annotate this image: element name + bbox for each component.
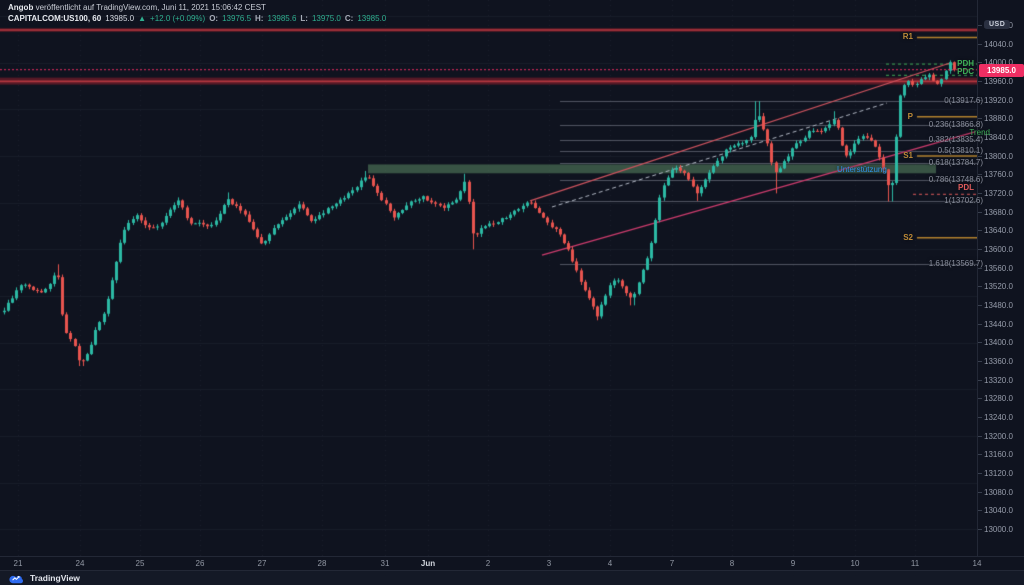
price-tick-label: 13720.0 [978, 188, 1013, 198]
time-tick-label: 8 [729, 559, 735, 568]
change-value: +12.0 (+0.09%) [150, 14, 206, 23]
price-tick-label: 13160.0 [978, 450, 1013, 460]
last-price-axis-label: 13985.0 [979, 63, 1024, 77]
time-tick-label: 3 [546, 559, 552, 568]
tradingview-brand-text[interactable]: TradingView [30, 573, 80, 583]
price-tick-label: 13440.0 [978, 319, 1013, 329]
price-tick-label: 13360.0 [978, 356, 1013, 366]
time-tick-label: 4 [607, 559, 613, 568]
price-tick-label: 13520.0 [978, 282, 1013, 292]
time-tick-label: 28 [317, 559, 327, 568]
price-tick-label: 13920.0 [978, 95, 1013, 105]
chart-legend: Angob veröffentlicht auf TradingView.com… [8, 3, 386, 24]
price-tick-label: 13560.0 [978, 263, 1013, 273]
price-tick-label: 13040.0 [978, 506, 1013, 516]
time-tick-label: 7 [669, 559, 675, 568]
price-tick-label: 13840.0 [978, 132, 1013, 142]
time-tick-label: 21 [13, 559, 23, 568]
price-tick-label: 13200.0 [978, 431, 1013, 441]
symbol-row: CAPITALCOM:US100, 60 13985.0 ▲ +12.0 (+0… [8, 14, 386, 24]
time-tick-label: 31 [380, 559, 390, 568]
open-value: 13976.5 [222, 14, 252, 23]
price-axis[interactable]: USD 13985.0 14080.014040.014000.013960.0… [977, 0, 1024, 556]
time-axis[interactable]: 21 24 25 26 27 28 31 Jun 2 3 4 7 8 9 10 11 14 [0, 556, 1024, 570]
price-tick-label: 13000.0 [978, 524, 1013, 534]
symbol-interval-label[interactable]: CAPITALCOM:US100, 60 [8, 14, 102, 23]
author-name: Angob [8, 3, 34, 12]
price-tick-label: 13760.0 [978, 170, 1013, 180]
time-tick-label: 27 [257, 559, 267, 568]
high-label: H: [255, 14, 264, 23]
open-label: O: [209, 14, 219, 23]
attribution-line: Angob veröffentlicht auf TradingView.com… [8, 3, 386, 13]
time-tick-label: 26 [195, 559, 205, 568]
last-price-value: 13985.0 [105, 14, 135, 23]
price-tick-label: 13280.0 [978, 394, 1013, 404]
time-tick-label: 25 [135, 559, 145, 568]
price-tick-label: 14040.0 [978, 39, 1013, 49]
time-tick-label: 24 [75, 559, 85, 568]
bottom-toolbar: TradingView [0, 570, 1024, 585]
price-tick-label: 13400.0 [978, 338, 1013, 348]
close-value: 13985.0 [357, 14, 387, 23]
low-value: 13975.0 [311, 14, 341, 23]
price-tick-label: 13080.0 [978, 487, 1013, 497]
chart-plot-area[interactable] [0, 0, 977, 556]
price-tick-label: 13880.0 [978, 114, 1013, 124]
tradingview-logo-icon[interactable] [8, 573, 25, 584]
time-tick-label: 14 [972, 559, 982, 568]
chart-canvas [0, 0, 977, 556]
up-arrow-icon: ▲ [138, 14, 147, 23]
price-tick-label: 13640.0 [978, 226, 1013, 236]
price-tick-label: 14000.0 [978, 58, 1013, 68]
attribution-text: veröffentlicht auf TradingView.com, Juni… [35, 3, 266, 12]
price-tick-label: 13960.0 [978, 76, 1013, 86]
time-tick-label: 9 [790, 559, 796, 568]
price-tick-label: 13240.0 [978, 412, 1013, 422]
price-tick-label: 13120.0 [978, 468, 1013, 478]
price-tick-label: 13680.0 [978, 207, 1013, 217]
high-value: 13985.6 [267, 14, 297, 23]
time-tick-label: 2 [485, 559, 491, 568]
close-label: C: [344, 14, 354, 23]
low-label: L: [300, 14, 308, 23]
price-tick-label: 13800.0 [978, 151, 1013, 161]
time-tick-label: Jun [420, 559, 436, 568]
price-tick-label: 13600.0 [978, 244, 1013, 254]
time-tick-label: 11 [910, 559, 920, 568]
currency-badge: USD [984, 20, 1011, 29]
price-tick-label: 13480.0 [978, 300, 1013, 310]
price-tick-label: 13320.0 [978, 375, 1013, 385]
time-tick-label: 10 [850, 559, 860, 568]
